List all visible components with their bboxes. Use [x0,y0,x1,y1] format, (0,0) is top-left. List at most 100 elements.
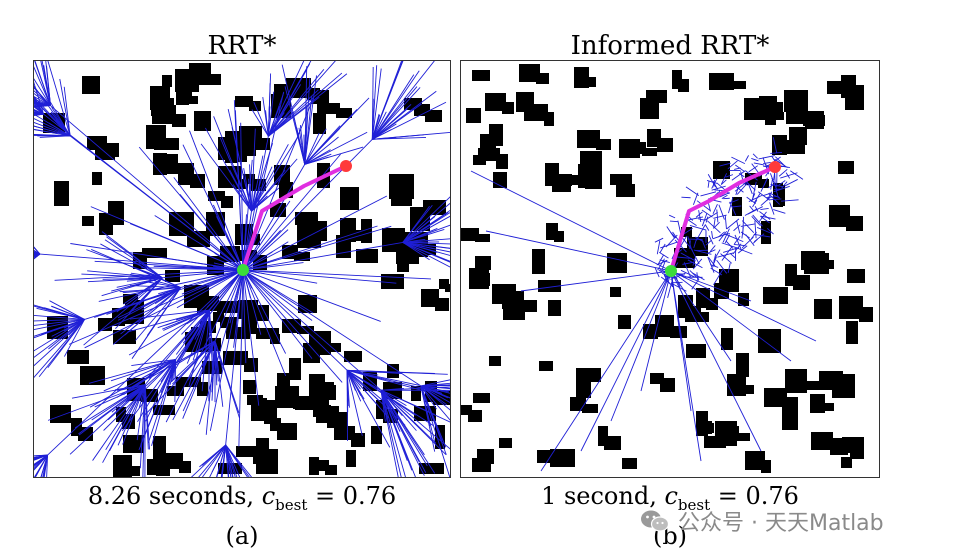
obstacle [765,100,776,125]
obstacle [123,435,144,453]
tree-edge [84,269,244,320]
obstacle [554,231,564,242]
tree-edge [124,287,181,336]
tree-edge [420,385,450,403]
tree-edge [731,156,746,165]
obstacle [163,164,174,174]
tree-edge [225,444,238,477]
tree-edge [162,269,244,279]
tree-edge [131,358,176,366]
tree-edge [209,269,244,315]
tree-edge [734,234,743,252]
obstacle [596,139,611,150]
obstacle [580,151,602,176]
tree-edge [774,158,788,169]
tree-edge [200,143,252,212]
tree-edge [729,252,737,259]
tree-edge [135,287,181,341]
tree-edge [752,238,759,244]
tree-edge [211,444,227,473]
tree-edge [225,444,241,477]
tree-edge [242,269,343,383]
obstacle [704,423,714,433]
tree-edge [741,236,754,249]
tree-edge [34,319,85,331]
tree-edge [192,340,216,355]
tree-edge [34,314,85,320]
tree-edge [784,179,798,187]
tree-edge [372,101,447,140]
tree-edge [402,238,450,243]
tree-edge [251,128,256,212]
obstacle [480,273,490,286]
start-marker [665,265,677,277]
tree-edge [681,196,691,199]
tree-edge [718,230,727,242]
tree-edge [35,454,48,477]
tree-edge [34,247,41,255]
tree-edge [420,385,450,399]
tree-edge [49,300,85,320]
obstacle [340,187,359,210]
tree-edge [251,143,274,212]
tree-edge [34,319,85,322]
obstacle [539,361,553,371]
obstacle [585,77,596,87]
obstacle [847,269,865,283]
tree-edge [242,195,388,271]
obstacle [189,63,211,85]
obstacle [176,377,201,387]
tree-edge [682,261,695,265]
obstacle [489,124,503,146]
tree-edge [420,385,450,394]
obstacle [236,446,257,457]
obstacle [461,228,479,241]
tree-edge [728,199,739,204]
obstacle [745,451,765,470]
obstacle [82,216,94,226]
tree-edge [713,249,721,261]
obstacle [146,125,166,149]
left-caption: 8.26 seconds, cbest = 0.76 [33,478,451,514]
obstacle [344,351,362,362]
tree-edge [151,359,177,446]
tree-edge [251,189,278,212]
tree-edge [705,216,709,223]
obstacle [445,284,450,292]
tree-edge [754,220,757,239]
tree-edge [46,65,51,106]
obstacle [334,426,355,440]
tree-edge [34,134,71,137]
tree-edge [670,270,732,362]
obstacle [251,398,267,421]
tree-edge [70,243,244,271]
obstacle [496,154,508,169]
obstacle [289,358,301,380]
tree-edge [242,269,422,387]
tree-edge [117,384,146,446]
tree-edge [251,109,269,137]
tree-edge [670,270,817,342]
tree-edge [165,309,210,326]
tree-edge [709,245,716,252]
tree-edge [672,231,680,241]
obstacle [99,213,113,235]
tree-edge [268,111,294,137]
tree-edge [34,96,51,106]
tree-edge [485,230,672,272]
obstacle [604,436,621,450]
obstacle [650,373,664,384]
tree-edge [640,270,672,392]
tree-edge [689,270,700,280]
tree-edge [763,177,768,186]
tree-edge [199,444,226,468]
tree-edge [34,90,51,106]
tree-edge [708,257,716,267]
obstacle [165,270,180,282]
obstacle [82,76,100,94]
tree-edge [116,277,163,313]
obstacle [793,275,810,290]
tree-edge [304,131,368,165]
tree-edge [267,61,305,137]
tree-edge [196,340,216,359]
